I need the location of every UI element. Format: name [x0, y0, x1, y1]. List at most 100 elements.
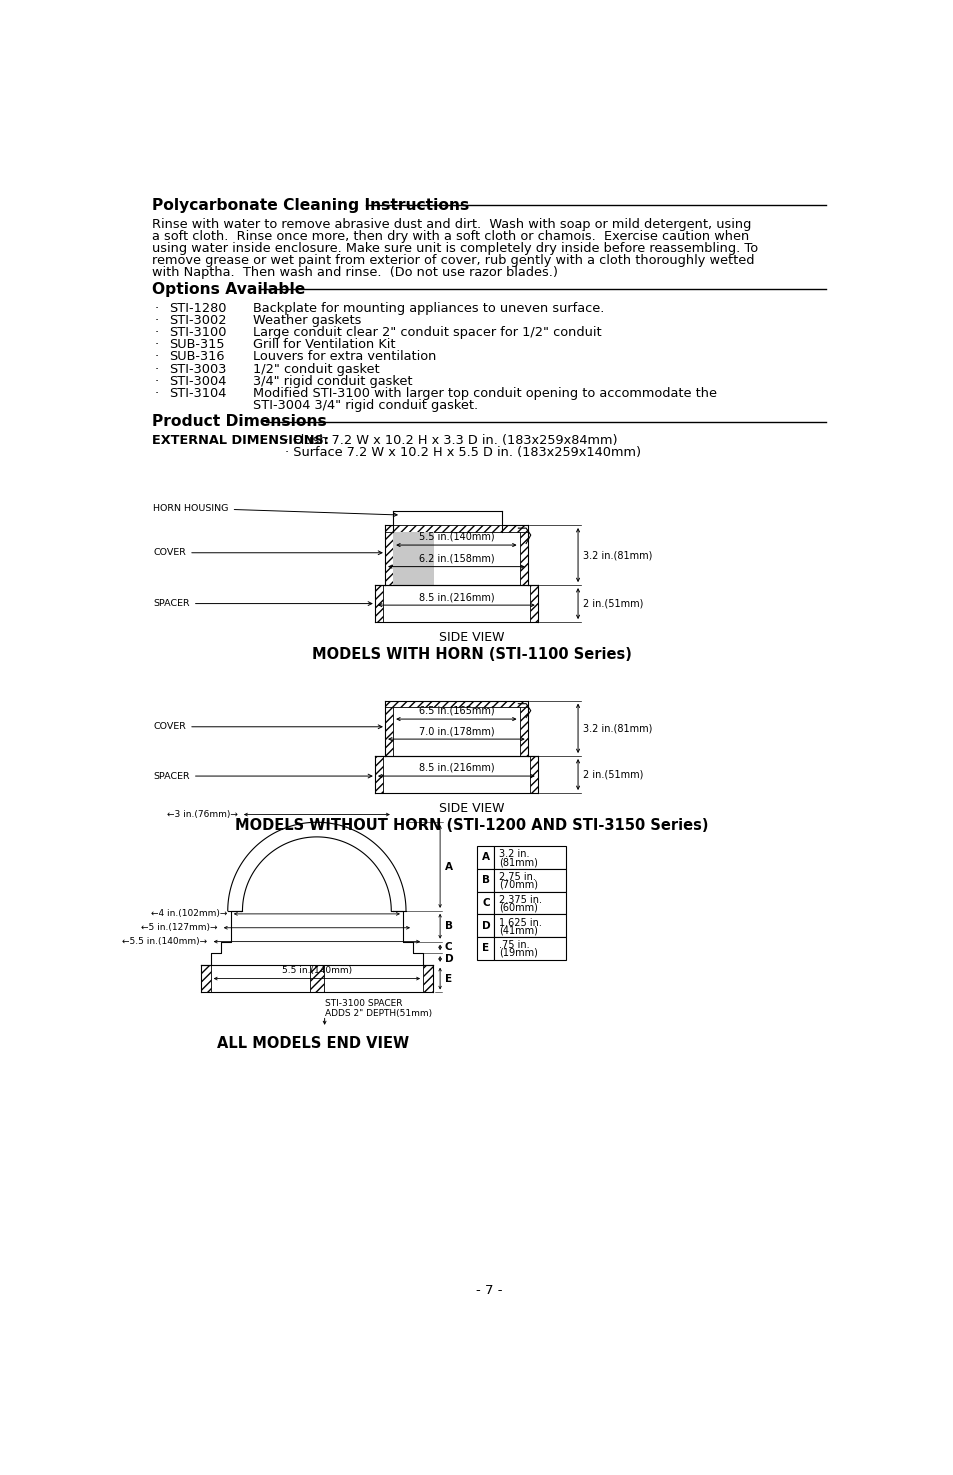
Text: ←4 in.(102mm)→: ←4 in.(102mm)→	[152, 910, 228, 919]
Text: Product Dimensions: Product Dimensions	[152, 414, 326, 429]
Text: 3/4" rigid conduit gasket: 3/4" rigid conduit gasket	[253, 375, 412, 388]
Bar	[519, 701, 527, 757]
Text: STI-1280: STI-1280	[169, 302, 226, 314]
Text: STI-3004 3/4" rigid conduit gasket.: STI-3004 3/4" rigid conduit gasket.	[253, 400, 477, 412]
Text: .75 in.: .75 in.	[498, 940, 529, 950]
Text: ←5.5 in.(140mm)→: ←5.5 in.(140mm)→	[122, 937, 208, 945]
Text: with Naptha.  Then wash and rinse.  (Do not use razor blades.): with Naptha. Then wash and rinse. (Do no…	[152, 267, 558, 279]
Text: SUB-315: SUB-315	[169, 338, 224, 351]
Text: ·: ·	[154, 363, 159, 376]
Text: using water inside enclosure. Make sure unit is completely dry inside before rea: using water inside enclosure. Make sure …	[152, 242, 757, 255]
Bar	[494, 891, 565, 914]
Text: A: A	[444, 861, 453, 872]
Text: SPACER: SPACER	[153, 599, 372, 608]
Bar	[476, 891, 494, 914]
Text: STI-3104: STI-3104	[169, 386, 226, 400]
Bar	[200, 965, 211, 993]
Bar	[519, 525, 527, 586]
Bar	[494, 937, 565, 960]
Text: SPACER: SPACER	[153, 771, 372, 780]
Text: 3.2 in.: 3.2 in.	[498, 850, 529, 860]
Text: D: D	[444, 954, 453, 965]
Bar	[375, 586, 383, 622]
Text: 5.5 in.(140mm): 5.5 in.(140mm)	[418, 532, 494, 541]
Text: 3.2 in.(81mm): 3.2 in.(81mm)	[583, 723, 652, 733]
Text: B: B	[444, 922, 453, 931]
Text: Grill for Ventilation Kit: Grill for Ventilation Kit	[253, 338, 395, 351]
Bar	[476, 869, 494, 891]
Text: SUB-316: SUB-316	[169, 351, 224, 363]
Text: (70mm): (70mm)	[498, 879, 537, 889]
Text: COVER: COVER	[153, 723, 381, 732]
Text: SIDE VIEW: SIDE VIEW	[438, 631, 504, 645]
Text: STI-3100 SPACER
ADDS 2" DEPTH(51mm): STI-3100 SPACER ADDS 2" DEPTH(51mm)	[324, 999, 432, 1018]
Text: Backplate for mounting appliances to uneven surface.: Backplate for mounting appliances to une…	[253, 302, 603, 314]
Text: EXTERNAL DIMENSIONS:: EXTERNAL DIMENSIONS:	[152, 434, 329, 447]
Text: 8.5 in.(216mm): 8.5 in.(216mm)	[418, 763, 494, 773]
Bar	[476, 937, 494, 960]
Bar	[385, 525, 393, 586]
Text: E: E	[482, 944, 489, 953]
Bar	[385, 701, 527, 707]
Text: 6.2 in.(158mm): 6.2 in.(158mm)	[418, 553, 494, 563]
Text: Modified STI-3100 with larger top conduit opening to accommodate the: Modified STI-3100 with larger top condui…	[253, 386, 716, 400]
Text: 6.5 in.(165mm): 6.5 in.(165mm)	[418, 707, 494, 715]
Text: B: B	[481, 875, 489, 885]
Text: C: C	[481, 898, 489, 909]
Text: 7.0 in.(178mm): 7.0 in.(178mm)	[418, 726, 494, 736]
Text: remove grease or wet paint from exterior of cover, rub gently with a cloth thoro: remove grease or wet paint from exterior…	[152, 254, 754, 267]
Text: (41mm): (41mm)	[498, 925, 537, 935]
Text: STI-3100: STI-3100	[169, 326, 226, 339]
Bar	[422, 965, 433, 993]
Text: SIDE VIEW: SIDE VIEW	[438, 802, 504, 816]
Bar	[494, 869, 565, 891]
Text: 8.5 in.(216mm): 8.5 in.(216mm)	[418, 591, 494, 602]
Bar	[529, 757, 537, 794]
Text: 2 in.(51mm): 2 in.(51mm)	[583, 770, 643, 779]
Bar	[375, 757, 383, 794]
Text: Rinse with water to remove abrasive dust and dirt.  Wash with soap or mild deter: Rinse with water to remove abrasive dust…	[152, 218, 750, 230]
Bar	[476, 914, 494, 937]
Text: a soft cloth.  Rinse once more, then dry with a soft cloth or chamois.  Exercise: a soft cloth. Rinse once more, then dry …	[152, 230, 748, 243]
Bar	[529, 586, 537, 622]
Text: 1/2" conduit gasket: 1/2" conduit gasket	[253, 363, 378, 376]
Text: ·: ·	[154, 386, 159, 400]
Text: MODELS WITH HORN (STI-1100 Series): MODELS WITH HORN (STI-1100 Series)	[312, 646, 631, 662]
Text: ·: ·	[154, 338, 159, 351]
Text: (81mm): (81mm)	[498, 857, 537, 867]
Text: (60mm): (60mm)	[498, 903, 537, 913]
Text: E: E	[444, 974, 452, 984]
Text: HORN HOUSING: HORN HOUSING	[153, 503, 396, 516]
Text: Large conduit clear 2" conduit spacer for 1/2" conduit: Large conduit clear 2" conduit spacer fo…	[253, 326, 600, 339]
Text: COVER: COVER	[153, 549, 381, 558]
Bar	[385, 525, 527, 531]
Text: 2 in.(51mm): 2 in.(51mm)	[583, 599, 643, 609]
Text: ←5 in.(127mm)→: ←5 in.(127mm)→	[141, 923, 217, 932]
Text: 1.625 in.: 1.625 in.	[498, 917, 541, 928]
Text: STI-3002: STI-3002	[169, 314, 226, 327]
Text: ·: ·	[154, 326, 159, 339]
Text: ←3 in.(76mm)→: ←3 in.(76mm)→	[167, 810, 237, 819]
Text: Weather gaskets: Weather gaskets	[253, 314, 360, 327]
Bar	[494, 914, 565, 937]
Text: ·: ·	[154, 302, 159, 314]
Text: - 7 -: - 7 -	[476, 1285, 501, 1298]
Bar	[494, 847, 565, 869]
Bar	[476, 847, 494, 869]
Text: (19mm): (19mm)	[498, 948, 537, 957]
Text: ·: ·	[154, 314, 159, 327]
Text: MODELS WITHOUT HORN (STI-1200 AND STI-3150 Series): MODELS WITHOUT HORN (STI-1200 AND STI-31…	[234, 817, 708, 833]
Text: 3.2 in.(81mm): 3.2 in.(81mm)	[583, 550, 652, 560]
Text: A: A	[481, 853, 489, 863]
Text: STI-3003: STI-3003	[169, 363, 226, 376]
Text: 2.75 in.: 2.75 in.	[498, 872, 536, 882]
Text: · Surface 7.2 W x 10.2 H x 5.5 D in. (183x259x140mm): · Surface 7.2 W x 10.2 H x 5.5 D in. (18…	[285, 447, 640, 460]
Text: Louvers for extra ventilation: Louvers for extra ventilation	[253, 351, 436, 363]
Text: D: D	[481, 920, 490, 931]
Text: ·: ·	[154, 351, 159, 363]
Bar	[310, 965, 323, 993]
Text: Polycarbonate Cleaning Instructions: Polycarbonate Cleaning Instructions	[152, 198, 469, 212]
Text: ALL MODELS END VIEW: ALL MODELS END VIEW	[216, 1035, 409, 1050]
Text: ·: ·	[154, 375, 159, 388]
Text: 2.375 in.: 2.375 in.	[498, 895, 541, 904]
